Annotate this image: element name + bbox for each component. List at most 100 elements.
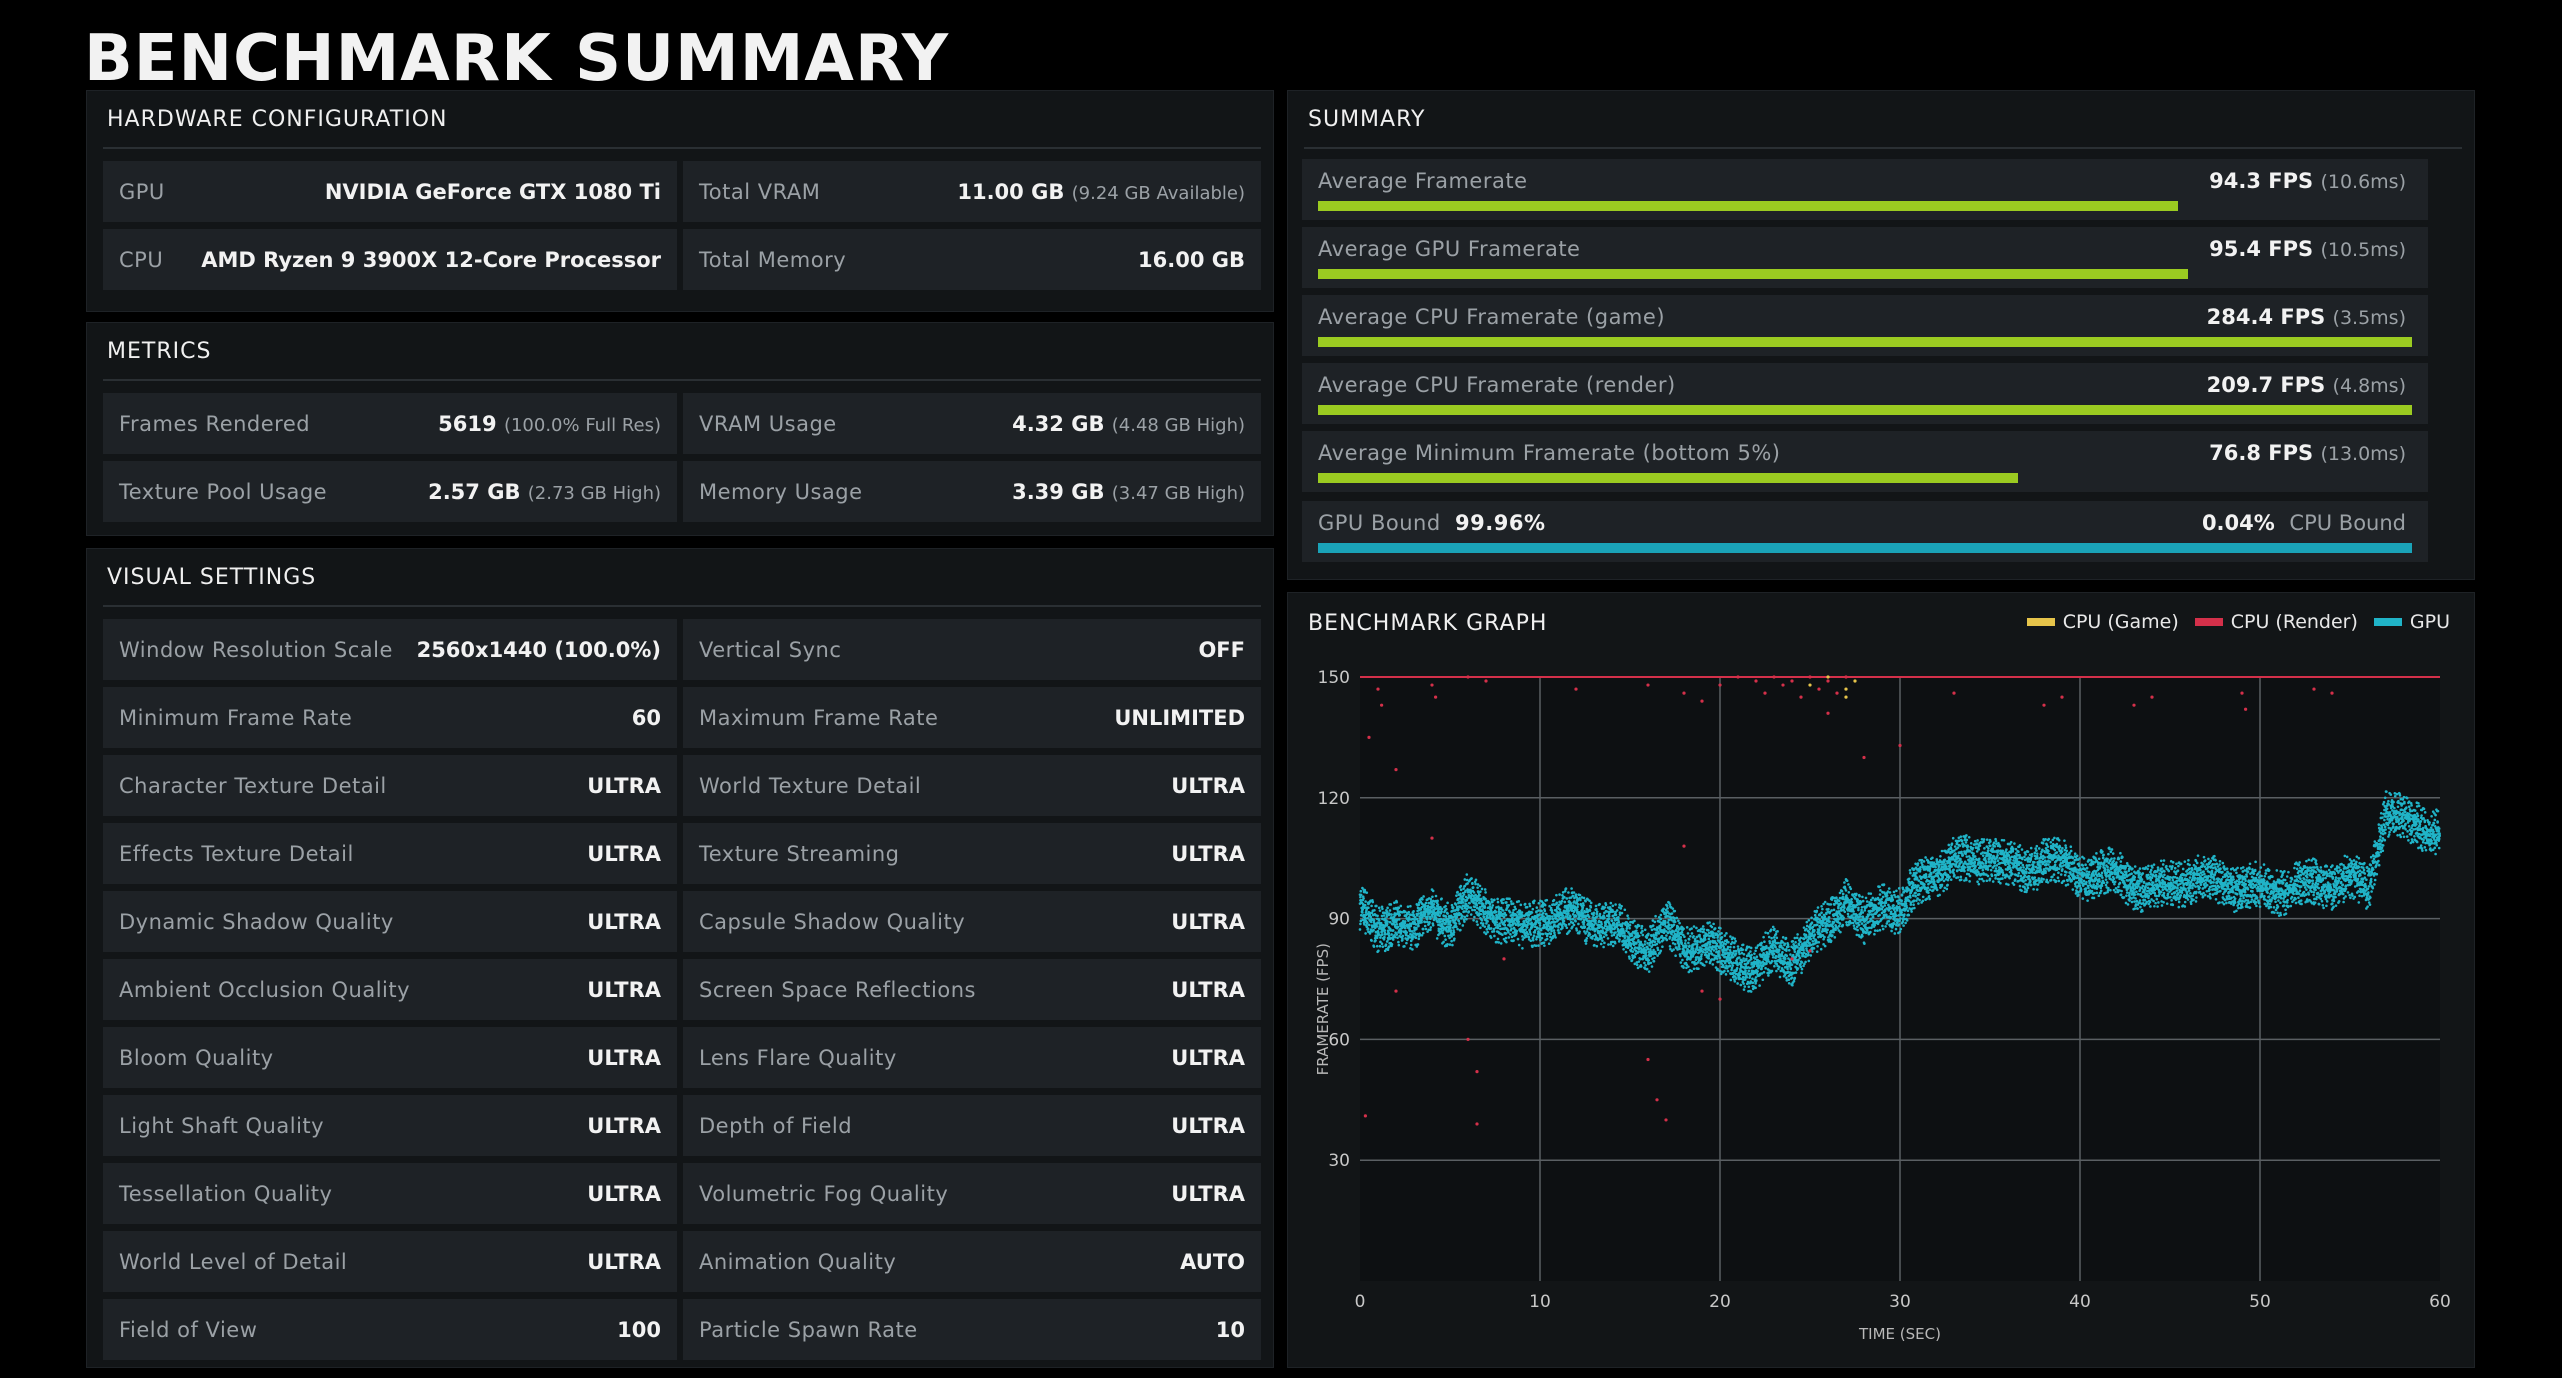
data-point (1595, 912, 1599, 916)
data-point (1699, 930, 1702, 933)
data-point (1493, 923, 1497, 927)
data-point (1383, 935, 1386, 939)
data-point (1665, 938, 1669, 942)
data-point (1359, 898, 1363, 902)
data-point (1474, 882, 1477, 886)
row-label: World Level of Detail (119, 1249, 348, 1274)
data-point (1666, 921, 1670, 924)
data-point (1395, 933, 1399, 936)
data-point (1963, 869, 1966, 873)
data-point (1917, 879, 1921, 882)
data-point (1415, 926, 1418, 930)
data-point (1997, 849, 2000, 853)
data-point (1682, 927, 1685, 931)
row-label: Texture Pool Usage (119, 479, 328, 504)
data-point (1969, 841, 1973, 845)
summary-row-label: Average CPU Framerate (render) (1318, 373, 1676, 397)
legend-item-cpu-render: CPU (Render) (2194, 611, 2358, 633)
data-point (1906, 909, 1910, 913)
data-point (1627, 917, 1630, 920)
data-point (1537, 901, 1541, 905)
data-point (1503, 923, 1507, 927)
data-point (1865, 917, 1869, 921)
data-point (1959, 835, 1963, 838)
data-point (1595, 907, 1598, 911)
data-point (1907, 913, 1911, 917)
data-point (1849, 887, 1853, 891)
data-point (1965, 878, 1968, 882)
data-point (1611, 904, 1615, 908)
data-point (1478, 893, 1481, 897)
data-point (1734, 939, 1737, 943)
data-point (1549, 906, 1553, 910)
row-label: Window Resolution Scale (119, 637, 393, 662)
data-point (1861, 911, 1865, 914)
data-point (1411, 917, 1415, 921)
y-tick-label: 90 (1328, 910, 1350, 930)
data-point (1815, 950, 1819, 953)
data-point (1489, 927, 1493, 930)
data-point (1585, 937, 1589, 940)
data-point (1426, 908, 1430, 912)
data-point (1712, 949, 1716, 952)
data-point (1405, 941, 1408, 945)
data-point (1978, 844, 1982, 847)
data-point (1571, 917, 1575, 921)
data-point (1611, 944, 1615, 948)
data-point (1694, 950, 1697, 953)
data-point (1457, 919, 1461, 923)
data-point (1907, 877, 1911, 881)
data-point (1958, 844, 1962, 847)
data-point (1401, 919, 1405, 923)
data-point (1745, 957, 1748, 961)
row-value: 2.57 GB (2.73 GB High) (428, 479, 661, 504)
data-point (1417, 903, 1421, 907)
data-point (1583, 925, 1587, 929)
data-point (1421, 897, 1424, 901)
data-point (1572, 891, 1576, 894)
data-point (1894, 895, 1897, 899)
data-point (1953, 845, 1957, 848)
summary-row-label: Average Framerate (1318, 169, 1528, 193)
data-point (1946, 883, 1949, 887)
data-point (1960, 860, 1963, 864)
data-point (1955, 869, 1959, 872)
data-point (1417, 922, 1420, 925)
data-point (1745, 975, 1749, 979)
data-point (1861, 895, 1864, 899)
data-point (1451, 906, 1455, 909)
data-point (1837, 906, 1840, 910)
data-point (1826, 928, 1829, 932)
data-point (1732, 945, 1736, 949)
data-point (1542, 941, 1546, 944)
data-point (1737, 949, 1741, 952)
data-point (1507, 936, 1511, 939)
data-point (1811, 939, 1815, 943)
data-point (1565, 926, 1569, 930)
data-point (1401, 938, 1404, 942)
data-point (1899, 927, 1903, 931)
data-point (1869, 898, 1873, 902)
data-point (1540, 909, 1543, 913)
data-point (1676, 930, 1680, 933)
data-point (1569, 915, 1572, 918)
data-point (1899, 917, 1902, 920)
data-point (1673, 909, 1677, 913)
setting-row-texture-pool-usage: Texture Pool Usage 2.57 GB (2.73 GB High) (103, 461, 677, 522)
data-point (1362, 897, 1365, 900)
data-point (1916, 862, 1920, 865)
data-point (1637, 960, 1641, 963)
data-point (1770, 959, 1774, 963)
data-point (1953, 873, 1956, 877)
data-point (1444, 915, 1448, 918)
data-point (1976, 839, 1979, 842)
data-point (1727, 940, 1730, 944)
data-point (1372, 919, 1376, 922)
data-point (1395, 900, 1399, 904)
data-point (1948, 875, 1951, 879)
data-point (1646, 947, 1650, 951)
data-point (1421, 931, 1425, 935)
row-value: ULTRA (587, 841, 661, 866)
data-point (1548, 917, 1552, 921)
data-point (1637, 924, 1641, 928)
